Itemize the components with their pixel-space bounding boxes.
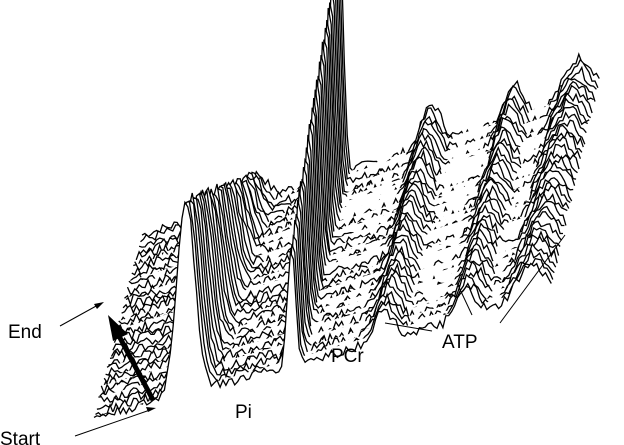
- end-pointer-head: [94, 302, 104, 309]
- spectrum-trace: [93, 200, 552, 418]
- atp-peak-label: ATP: [442, 332, 478, 353]
- start-pointer: [74, 407, 156, 437]
- start-pointer-line: [74, 409, 151, 437]
- end-pointer-line: [59, 304, 99, 327]
- atp-leaders: [384, 234, 566, 332]
- atp-leader-1: [384, 322, 433, 332]
- end-pointer: [59, 302, 104, 327]
- pi-peak-label: Pi: [235, 402, 252, 423]
- time-arrow: [108, 315, 156, 402]
- end-label: End: [8, 322, 42, 343]
- atp-leader-2: [456, 282, 473, 316]
- pcr-peak-label: PCr: [331, 346, 364, 367]
- time-arrow-shaft: [116, 334, 156, 402]
- spectrum-traces: [93, 0, 600, 418]
- atp-leader-3: [499, 234, 566, 324]
- time-arrow-head: [108, 315, 128, 341]
- start-pointer-head: [146, 407, 156, 412]
- start-label: Start: [0, 429, 41, 445]
